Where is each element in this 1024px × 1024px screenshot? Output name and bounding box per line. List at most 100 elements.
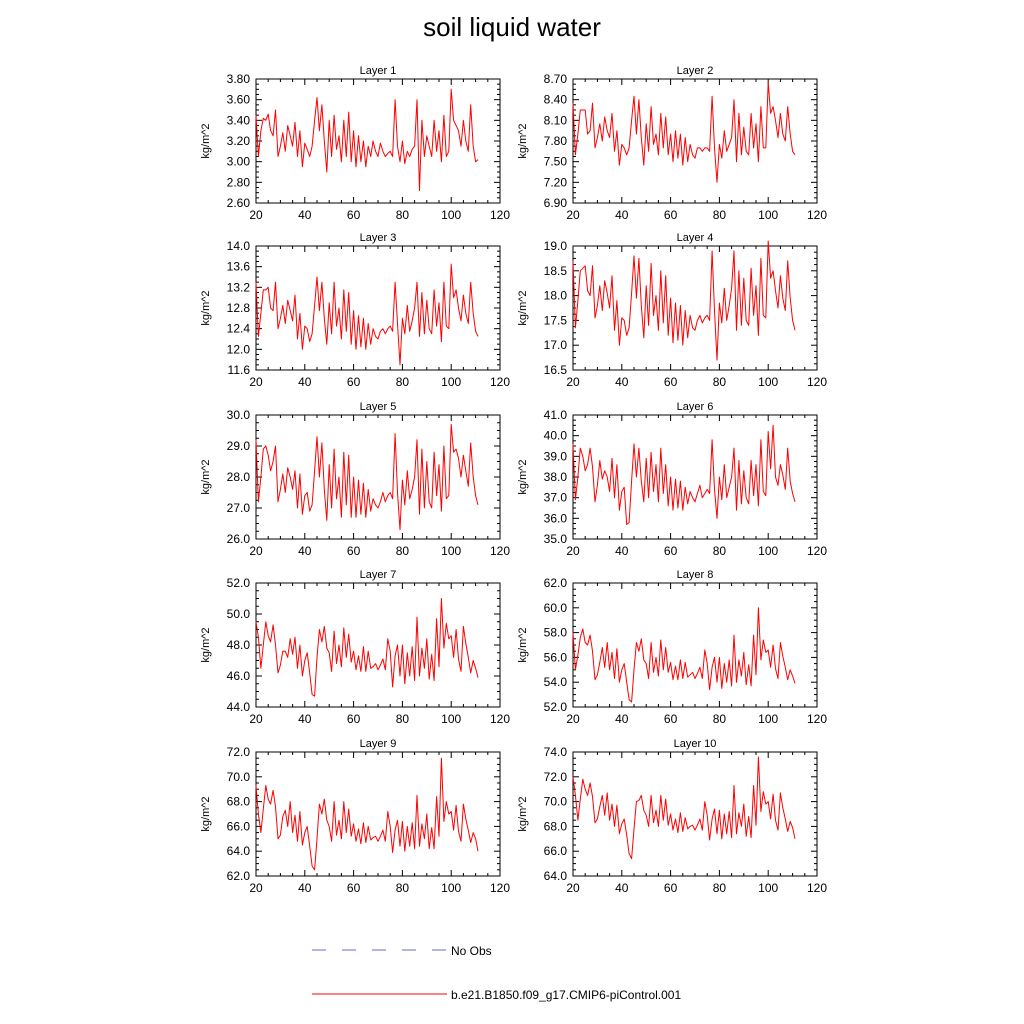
legend-label: b.e21.B1850.f09_g17.CMIP6-piControl.001 (451, 988, 681, 1002)
y-tick-label: 54.0 (544, 675, 568, 689)
panel-title: Layer 6 (677, 401, 714, 413)
x-tick-label: 120 (490, 544, 510, 558)
x-tick-label: 120 (490, 208, 510, 222)
series-line (255, 757, 479, 871)
plot-frame (572, 78, 818, 204)
y-tick-label: 56.0 (544, 650, 568, 664)
x-tick-label: 40 (298, 208, 312, 222)
x-tick-label: 60 (347, 544, 361, 558)
y-tick-label: 39.0 (544, 449, 568, 463)
x-tick-label: 20 (249, 208, 263, 222)
y-tick-label: 68.0 (227, 795, 251, 809)
y-axis-label: kg/m^2 (200, 459, 212, 494)
x-tick-label: 60 (347, 712, 361, 726)
y-tick-label: 13.2 (227, 280, 251, 294)
y-tick-label: 8.70 (544, 72, 568, 86)
panel-title: Layer 5 (360, 401, 397, 413)
y-tick-label: 2.60 (227, 196, 251, 210)
x-tick-label: 40 (298, 881, 312, 895)
x-tick-label: 100 (758, 208, 778, 222)
series-line (255, 598, 479, 697)
panel-layer-9: Layer 9 kg/m^2 20 40 60 80 100 120 62.0 64.0 66.0 6… (200, 738, 510, 895)
x-tick-label: 120 (490, 881, 510, 895)
y-tick-label: 11.6 (228, 363, 251, 377)
x-tick-label: 20 (249, 712, 263, 726)
y-tick-label: 6.90 (544, 196, 568, 210)
y-axis-label: kg/m^2 (200, 627, 212, 662)
y-tick-label: 12.8 (227, 301, 251, 315)
x-tick-label: 20 (249, 881, 263, 895)
x-tick-label: 20 (566, 881, 580, 895)
x-tick-label: 120 (807, 375, 827, 389)
x-tick-label: 60 (664, 712, 678, 726)
y-tick-label: 7.50 (544, 155, 568, 169)
x-tick-label: 120 (807, 881, 827, 895)
y-tick-label: 7.80 (544, 134, 568, 148)
legend-label: No Obs (451, 944, 492, 958)
y-tick-label: 3.00 (227, 155, 251, 169)
y-tick-label: 62.0 (544, 576, 568, 590)
plot-frame (255, 414, 501, 540)
figure-title: soil liquid water (423, 12, 601, 42)
y-tick-label: 30.0 (227, 408, 251, 422)
x-tick-label: 40 (615, 208, 629, 222)
x-tick-label: 60 (347, 881, 361, 895)
y-tick-label: 64.0 (227, 844, 251, 858)
y-tick-label: 18.5 (544, 264, 568, 278)
series-line (572, 240, 796, 361)
x-tick-label: 80 (713, 208, 727, 222)
plot-frame (255, 78, 501, 204)
x-tick-label: 20 (249, 544, 263, 558)
y-tick-label: 18.0 (544, 289, 568, 303)
x-tick-label: 80 (713, 881, 727, 895)
x-tick-label: 20 (566, 544, 580, 558)
x-tick-label: 40 (298, 375, 312, 389)
plot-frame (255, 751, 501, 877)
x-tick-label: 80 (713, 712, 727, 726)
x-tick-label: 40 (298, 544, 312, 558)
panel-layer-7: Layer 7 kg/m^2 20 40 60 80 100 120 44.0 46.0 48.0 5… (200, 569, 510, 726)
x-tick-label: 120 (807, 544, 827, 558)
y-tick-label: 72.0 (227, 745, 251, 759)
x-tick-label: 20 (566, 375, 580, 389)
x-tick-label: 100 (758, 881, 778, 895)
x-tick-label: 120 (807, 712, 827, 726)
x-tick-label: 60 (664, 208, 678, 222)
y-tick-label: 17.5 (544, 313, 568, 327)
y-tick-label: 50.0 (227, 607, 251, 621)
panel-title: Layer 10 (674, 738, 717, 750)
x-tick-label: 100 (758, 375, 778, 389)
y-tick-label: 58.0 (544, 626, 568, 640)
series-line (572, 424, 796, 525)
panel-layer-8: Layer 8 kg/m^2 20 40 60 80 100 120 52.0 54.0 56.0 5… (517, 569, 827, 726)
y-axis-label: kg/m^2 (517, 123, 529, 158)
y-tick-label: 3.40 (227, 113, 251, 127)
x-tick-label: 100 (441, 375, 461, 389)
x-tick-label: 100 (441, 712, 461, 726)
x-tick-label: 60 (664, 544, 678, 558)
y-tick-label: 3.80 (227, 72, 251, 86)
y-tick-label: 36.0 (544, 511, 568, 525)
y-tick-label: 17.0 (544, 338, 568, 352)
x-tick-label: 120 (807, 208, 827, 222)
x-tick-label: 100 (441, 208, 461, 222)
panel-title: Layer 4 (677, 232, 714, 244)
y-tick-label: 3.20 (227, 134, 251, 148)
y-tick-label: 38.0 (544, 470, 568, 484)
y-tick-label: 13.6 (227, 260, 251, 274)
y-tick-label: 12.4 (227, 322, 251, 336)
x-tick-label: 120 (490, 375, 510, 389)
plot-frame (255, 245, 501, 371)
y-tick-label: 2.80 (227, 175, 251, 189)
x-tick-label: 40 (615, 712, 629, 726)
y-axis-label: kg/m^2 (200, 796, 212, 831)
x-tick-label: 40 (615, 544, 629, 558)
x-tick-label: 80 (396, 544, 410, 558)
y-tick-label: 12.0 (227, 342, 251, 356)
x-tick-label: 100 (758, 544, 778, 558)
y-tick-label: 70.0 (544, 795, 568, 809)
y-tick-label: 16.5 (544, 363, 568, 377)
y-tick-label: 8.40 (544, 93, 568, 107)
